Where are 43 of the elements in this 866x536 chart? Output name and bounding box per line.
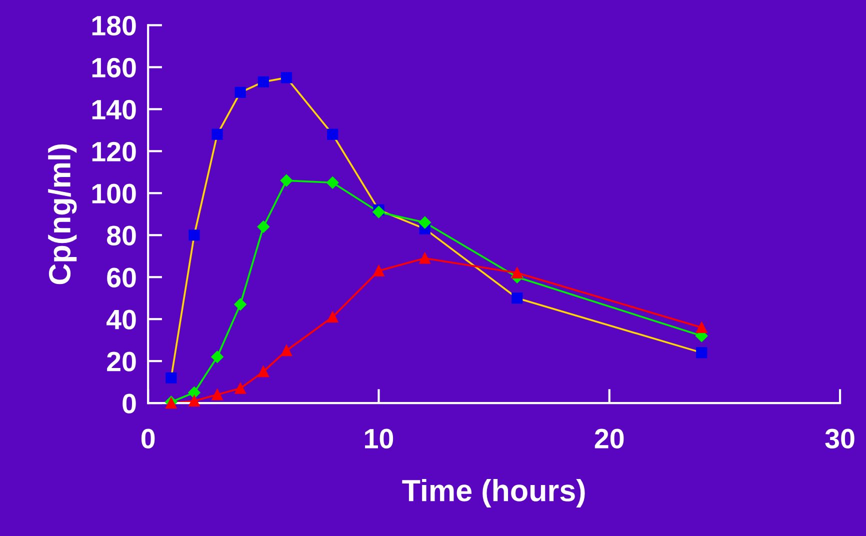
point [188, 386, 200, 399]
y-tick-label: 120 [92, 142, 136, 162]
y-tick-label: 60 [107, 268, 136, 288]
point [257, 220, 270, 233]
x-tick-label: 20 [594, 428, 624, 448]
point [234, 298, 246, 310]
point [280, 72, 292, 84]
point [512, 292, 523, 304]
point [512, 267, 523, 278]
point [166, 372, 177, 384]
point [212, 128, 223, 140]
point [696, 322, 708, 334]
point [212, 389, 223, 400]
point [258, 366, 269, 378]
point [280, 345, 292, 356]
x-tick-label: 10 [365, 428, 394, 448]
y-tick-label: 140 [92, 100, 136, 120]
point [418, 216, 431, 229]
point [419, 252, 430, 264]
point [280, 174, 293, 187]
point [188, 230, 200, 241]
y-axis-title: Cp(ng/ml) [48, 144, 77, 284]
x-axis-title: Time (hours) [402, 478, 585, 508]
point [373, 265, 384, 276]
y-tick-label: 100 [92, 184, 136, 204]
point [211, 350, 224, 363]
point [326, 176, 339, 189]
x-tick-label: 0 [141, 428, 155, 448]
point [258, 76, 269, 88]
y-tick-label: 0 [122, 394, 136, 414]
point [234, 86, 246, 98]
point [327, 128, 338, 140]
point [188, 395, 200, 407]
y-tick-label: 80 [106, 226, 136, 246]
point [234, 382, 246, 394]
y-tick-label: 40 [106, 310, 136, 330]
x-tick-label: 30 [825, 428, 854, 449]
point [696, 347, 708, 358]
point [327, 311, 338, 323]
y-tick-label: 180 [92, 16, 136, 36]
y-tick-label: 20 [107, 352, 136, 372]
point [372, 206, 385, 218]
y-tick-label: 160 [92, 58, 136, 78]
